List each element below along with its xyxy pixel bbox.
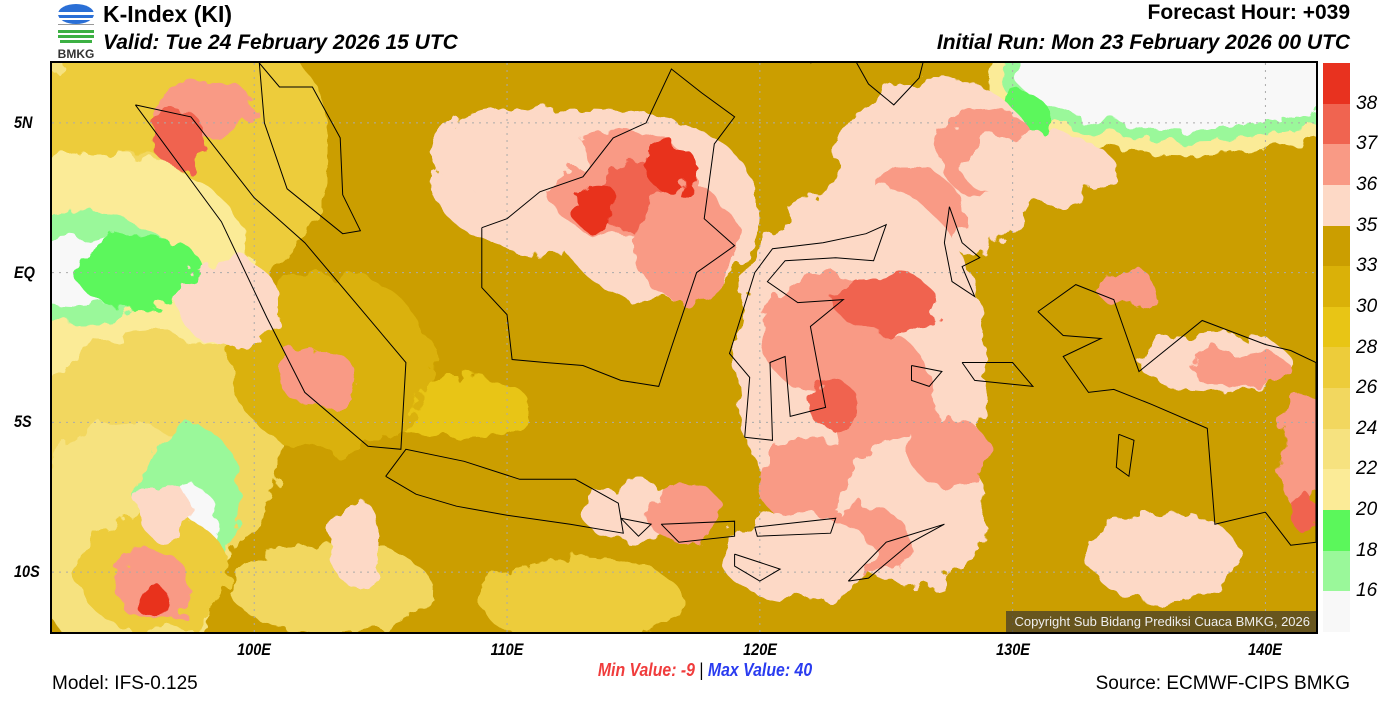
coastline-borneo [481, 68, 736, 387]
k-index-map: Copyright Sub Bidang Prediksi Cuaca BMKG… [50, 61, 1318, 634]
max-label: Max Value: [707, 660, 791, 680]
x-tick-label: 140E [1248, 640, 1283, 659]
k-index-contour [279, 347, 356, 408]
valid-time: Valid: Tue 24 February 2026 15 UTC [103, 31, 458, 54]
min-value: -9 [680, 660, 695, 680]
k-index-contour [1096, 269, 1157, 306]
separator: | [699, 660, 704, 680]
coastline-buru [911, 365, 943, 387]
colorbar-bin [1323, 510, 1350, 551]
k-index-contour [481, 557, 684, 632]
k-index-contour [646, 482, 722, 543]
colorbar-label: 16 [1356, 580, 1378, 602]
coastline-sumba [734, 553, 782, 582]
coastline-malaya [258, 63, 362, 235]
colorbar-label: 26 [1356, 377, 1378, 399]
coastline-bali_flores [620, 517, 653, 537]
x-tick-label: 120E [742, 640, 777, 659]
colorbar-bin [1323, 428, 1350, 470]
coastline-seram [961, 362, 1035, 388]
y-tick-label: 5N [14, 112, 33, 132]
colorbar-label: 22 [1356, 458, 1378, 480]
min-max-values: Min Value: -9 | Max Value: 40 [85, 660, 1326, 681]
colorbar [1323, 63, 1350, 632]
colorbar-bin [1323, 388, 1350, 429]
coastline-sumbawa [660, 520, 736, 543]
colorbar-label: 33 [1356, 255, 1378, 277]
colorbar-bin [1323, 347, 1350, 389]
grid-lines [52, 63, 1316, 632]
colorbar-label: 24 [1356, 417, 1378, 439]
k-index-contour [330, 497, 381, 588]
k-index-contour [570, 182, 621, 231]
svg-text:BMKG: BMKG [58, 47, 95, 60]
k-index-contour [646, 143, 697, 192]
k-index-contour [962, 131, 1114, 204]
k-index-contour [911, 416, 988, 489]
y-tick-label: EQ [14, 262, 35, 282]
k-index-contour [633, 182, 735, 303]
colorbar-bin [1323, 225, 1350, 267]
coastline-timor [847, 523, 945, 582]
k-index-contour [431, 107, 583, 198]
k-index-contour [178, 257, 280, 348]
forecast-hour: Forecast Hour: +039 [1147, 1, 1351, 24]
colorbar-label: 38 [1356, 92, 1378, 114]
k-index-contour [77, 233, 204, 312]
k-index-contour [810, 383, 861, 432]
coastlines [134, 63, 1316, 582]
colorbar-label: 30 [1356, 295, 1378, 317]
coastline-sulawesi [728, 223, 888, 441]
copyright-notice: Copyright Sub Bidang Prediksi Cuaca BMKG… [1006, 611, 1316, 632]
k-index-contour [153, 107, 204, 168]
k-index-contour [137, 584, 169, 621]
coastline-aru [1115, 433, 1135, 478]
colorbar-bin [1323, 469, 1350, 511]
k-index-contour [1278, 392, 1316, 513]
k-index-contour [1012, 63, 1316, 129]
min-label: Min Value: [597, 660, 677, 680]
k-index-contour [1288, 494, 1316, 531]
colorbar-bin [1323, 103, 1350, 145]
k-index-contour [835, 272, 937, 333]
coastline-papua [1037, 284, 1316, 546]
coastline-sumatra [134, 104, 407, 450]
colorbar-bin [1323, 306, 1350, 348]
initial-run: Initial Run: Mon 23 February 2026 00 UTC [936, 31, 1350, 54]
k-index-contour [1189, 350, 1291, 387]
bmkg-logo: BMKG [56, 4, 96, 60]
max-value: 40 [794, 660, 813, 680]
k-index-contour [721, 512, 874, 603]
k-index-contour [140, 482, 192, 543]
colorbar-label: 37 [1356, 133, 1378, 155]
colorbar-bin [1323, 550, 1350, 592]
chart-title: K-Index (KI) [103, 1, 233, 27]
colorbar-label: 36 [1356, 173, 1378, 195]
model-info: Model: IFS-0.125 [52, 673, 198, 694]
colorbar-bin [1323, 144, 1350, 185]
colorbar-label: 20 [1356, 499, 1378, 521]
coastline-mindanao [810, 63, 924, 106]
colorbar-bin [1323, 184, 1350, 226]
k-index-contour [228, 542, 432, 632]
source-info: Source: ECMWF-CIPS BMKG [1095, 673, 1350, 694]
x-tick-label: 100E [237, 640, 272, 659]
y-tick-label: 10S [14, 562, 40, 582]
y-tick-label: 5S [14, 412, 32, 432]
colorbar-bin [1323, 63, 1350, 104]
k-index-field [52, 63, 1316, 632]
colorbar-bin [1323, 266, 1350, 307]
coastline-flores [754, 517, 837, 537]
k-index-contour [1088, 512, 1241, 603]
x-tick-label: 110E [490, 640, 524, 659]
x-tick-label: 130E [995, 640, 1030, 659]
colorbar-bin [1323, 591, 1350, 632]
colorbar-label: 35 [1356, 214, 1378, 236]
k-index-contour [759, 437, 861, 528]
map-canvas [52, 63, 1316, 632]
colorbar-label: 28 [1356, 336, 1378, 358]
colorbar-label: 18 [1356, 539, 1378, 561]
coastline-halmahera [943, 206, 981, 298]
